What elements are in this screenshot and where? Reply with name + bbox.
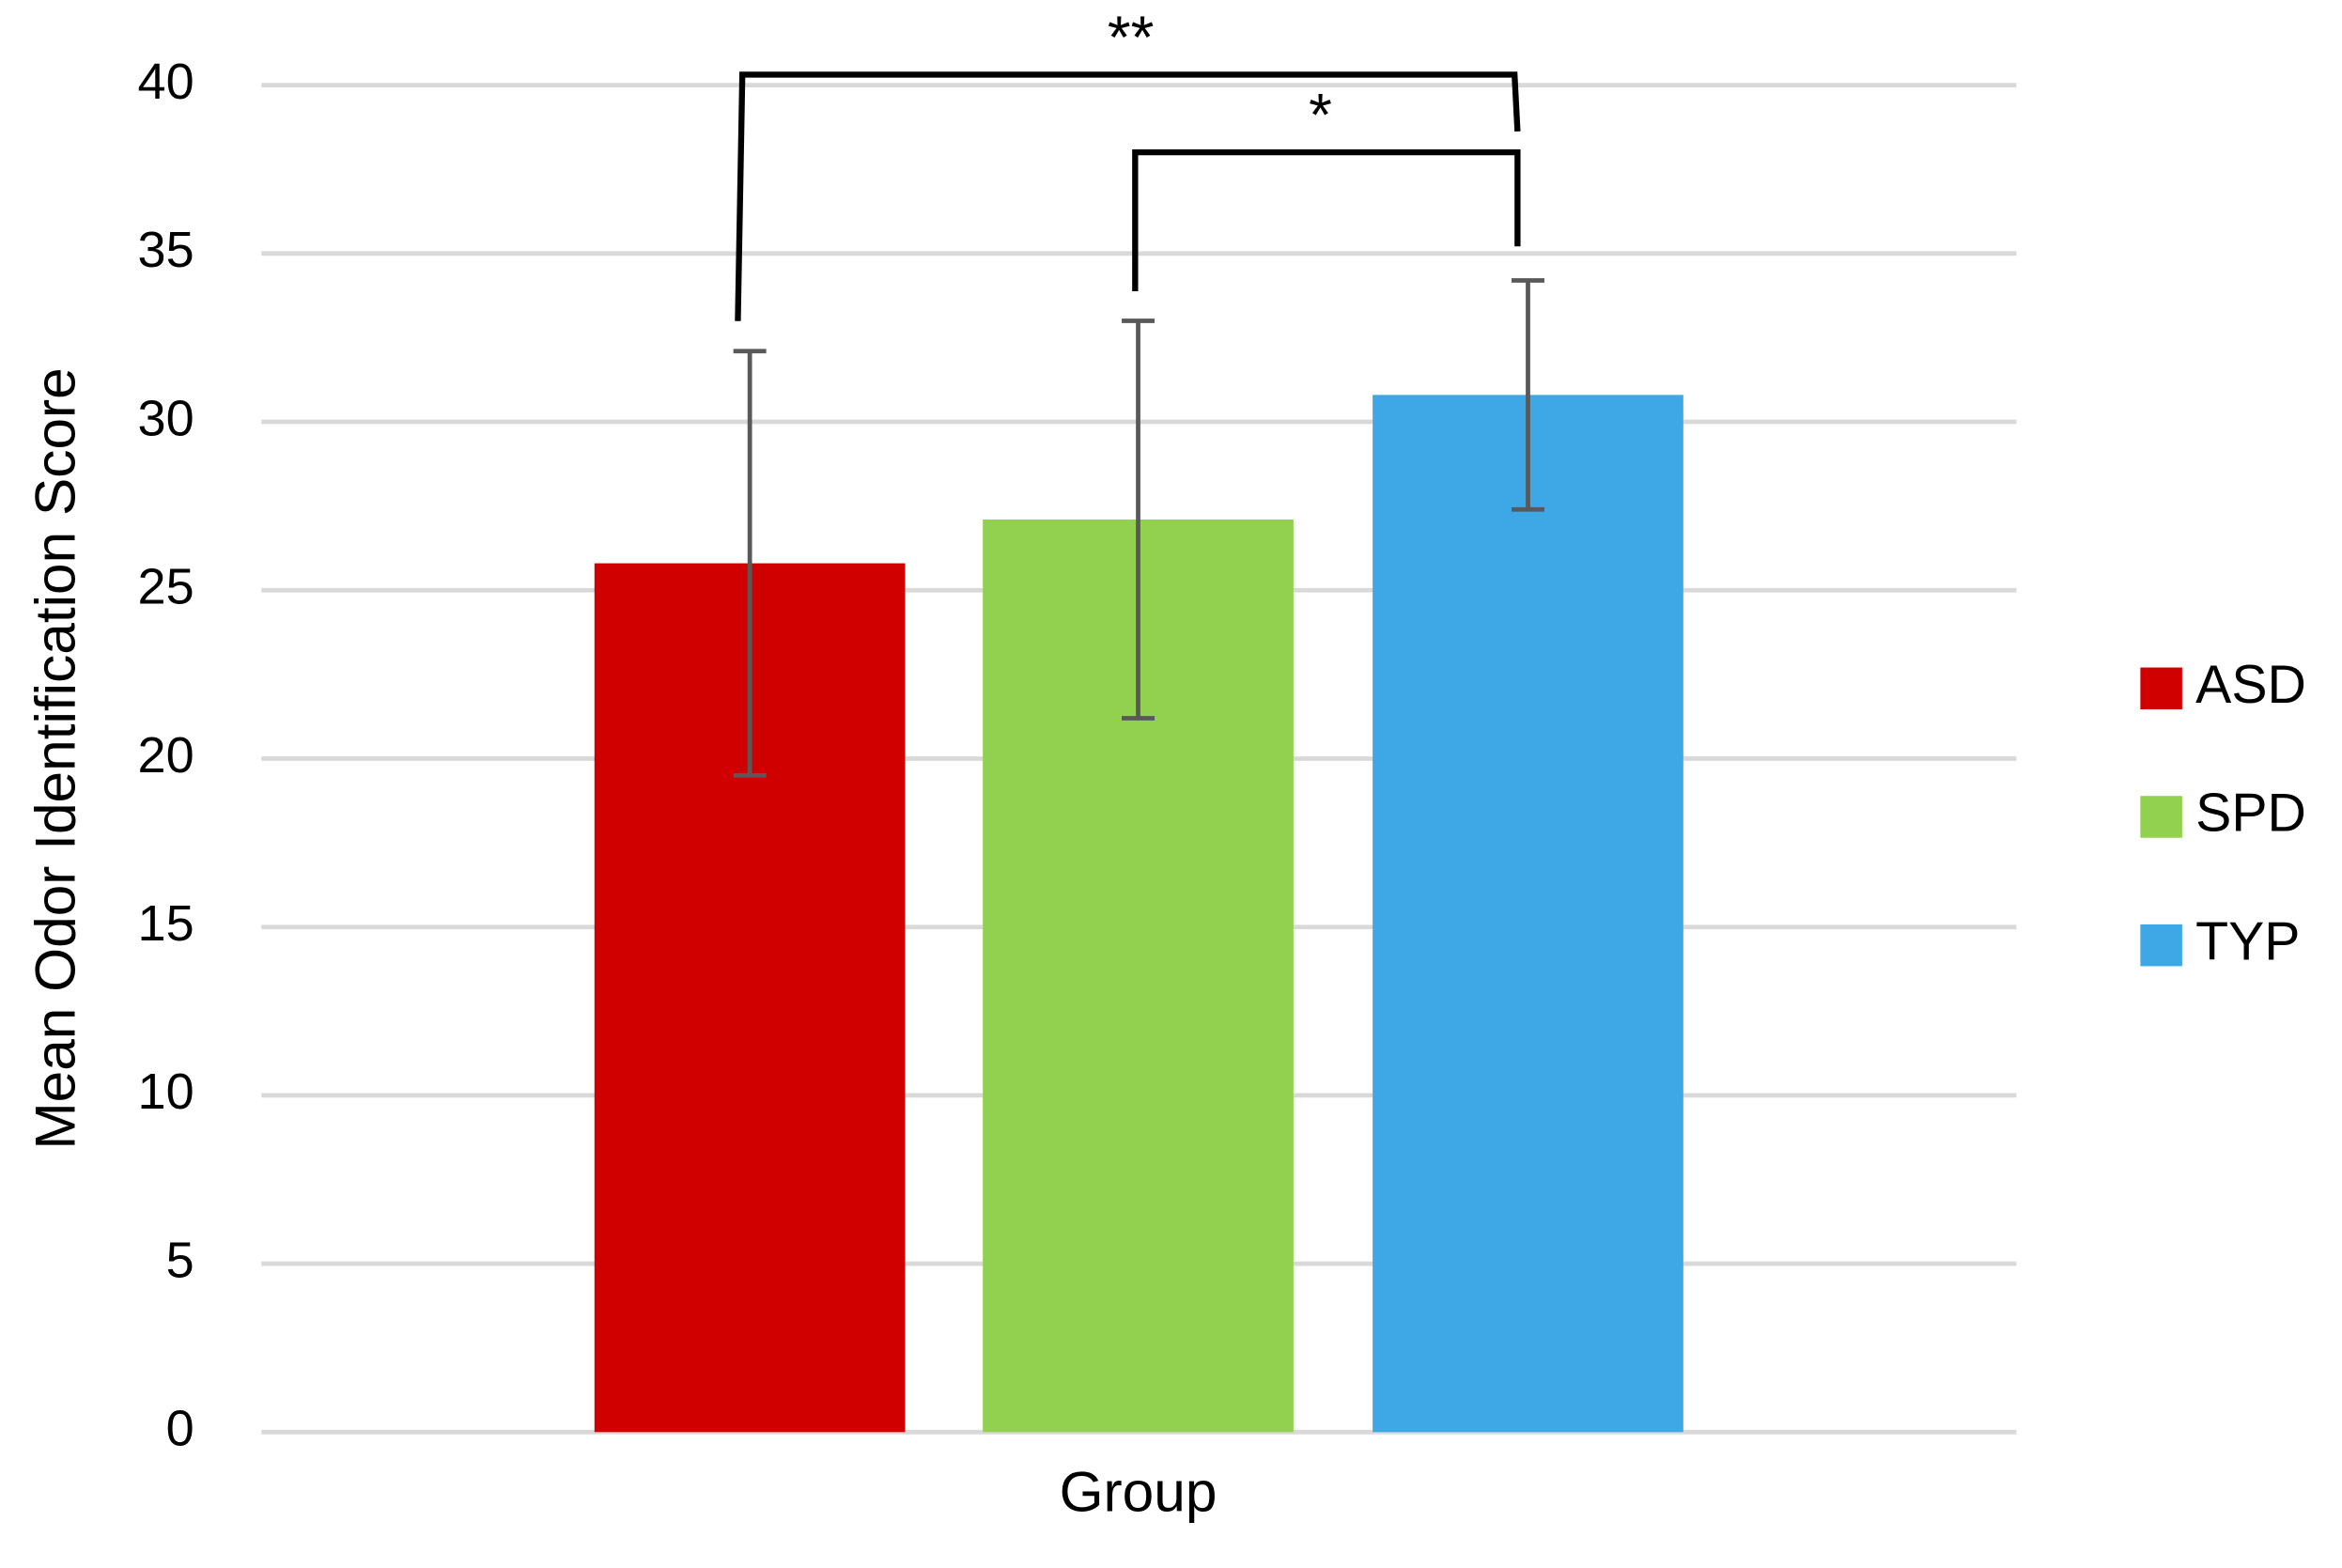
y-tick-label: 30: [138, 390, 194, 446]
y-tick-label: 10: [138, 1063, 194, 1120]
significance-label: *: [1309, 82, 1332, 148]
legend-swatch: [2140, 924, 2182, 967]
y-tick-label: 35: [138, 222, 194, 278]
legend-swatch: [2140, 796, 2182, 838]
significance-brackets: [735, 71, 1521, 321]
y-tick-label: 0: [166, 1401, 194, 1457]
error-bar: [1122, 318, 1155, 721]
legend-label: TYP: [2195, 911, 2300, 971]
x-axis-label: Group: [1060, 1460, 1218, 1524]
legend-label: ASD: [2195, 655, 2306, 715]
error-bar: [1512, 278, 1544, 512]
y-tick-label: 20: [138, 727, 194, 784]
y-tick-label: 25: [138, 559, 194, 615]
bracket: [735, 71, 1521, 321]
plot: 0 5 10 15 20 25 30 35 40 ASD SPD TYP: [138, 54, 2306, 1457]
error-bar: [733, 349, 767, 778]
significance-label: **: [1108, 4, 1154, 70]
legend-swatch: [2140, 667, 2182, 710]
bar: [1373, 395, 1683, 1433]
legend-label: SPD: [2195, 784, 2306, 844]
y-tick-label: 15: [138, 895, 194, 952]
bracket: [1132, 148, 1521, 291]
y-tick-label: 40: [138, 54, 194, 110]
y-tick-label: 5: [166, 1232, 194, 1288]
y-axis-label: Mean Odor Identification Score: [23, 367, 87, 1149]
